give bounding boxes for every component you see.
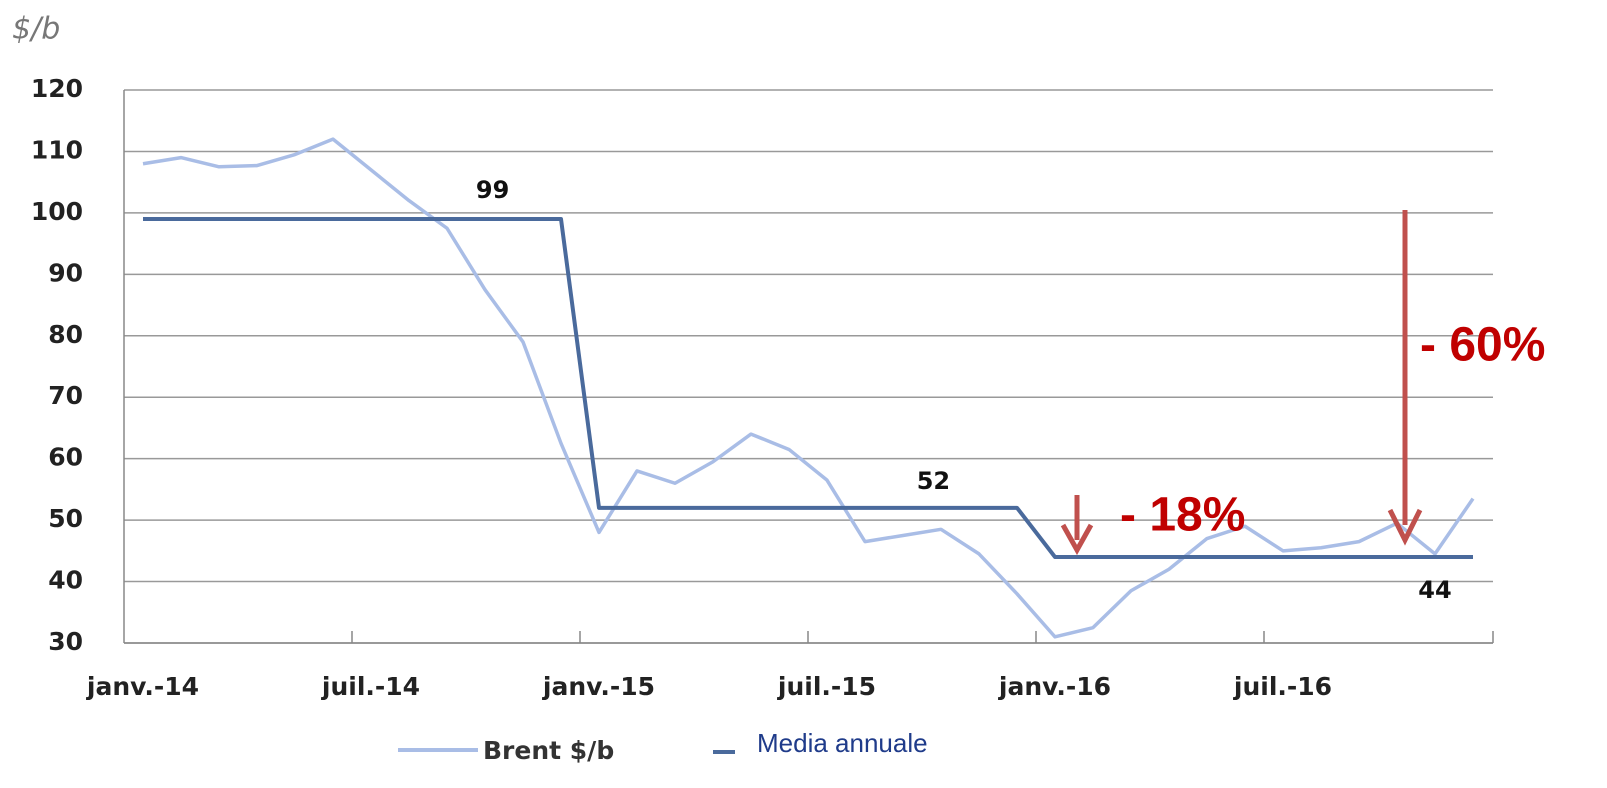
annotation: - 60%: [1420, 319, 1545, 372]
x-tick-label: janv.-16: [998, 672, 1111, 701]
y-tick-label: 40: [48, 566, 83, 595]
series-line: [143, 217, 1473, 559]
legend-label: Brent $/b: [483, 736, 614, 765]
x-tick-label: janv.-14: [86, 672, 199, 701]
x-tick-label: janv.-15: [542, 672, 655, 701]
y-tick-label: 100: [31, 197, 83, 226]
data-label: 44: [1418, 576, 1451, 604]
y-unit: $/b: [12, 12, 60, 47]
x-tick-label: juil.-15: [777, 672, 876, 701]
y-tick-label: 60: [48, 443, 83, 472]
arrow-head: [1060, 523, 1094, 556]
y-tick-label: 120: [31, 74, 83, 103]
y-tick-label: 110: [31, 135, 83, 164]
y-tick-label: 30: [48, 627, 83, 656]
y-tick-label: 50: [48, 504, 83, 533]
y-tick-label: 80: [48, 320, 83, 349]
data-label: 99: [476, 176, 509, 204]
legend-label: Media annuale: [757, 728, 928, 758]
x-tick-label: juil.-14: [321, 672, 420, 701]
x-tick-label: juil.-16: [1233, 672, 1332, 701]
y-tick-label: 90: [48, 258, 83, 287]
series-line: [142, 137, 1475, 639]
annotation: - 18%: [1120, 489, 1245, 542]
data-label: 52: [917, 467, 950, 495]
y-tick-label: 70: [48, 381, 83, 410]
arrow-head: [1387, 508, 1423, 546]
